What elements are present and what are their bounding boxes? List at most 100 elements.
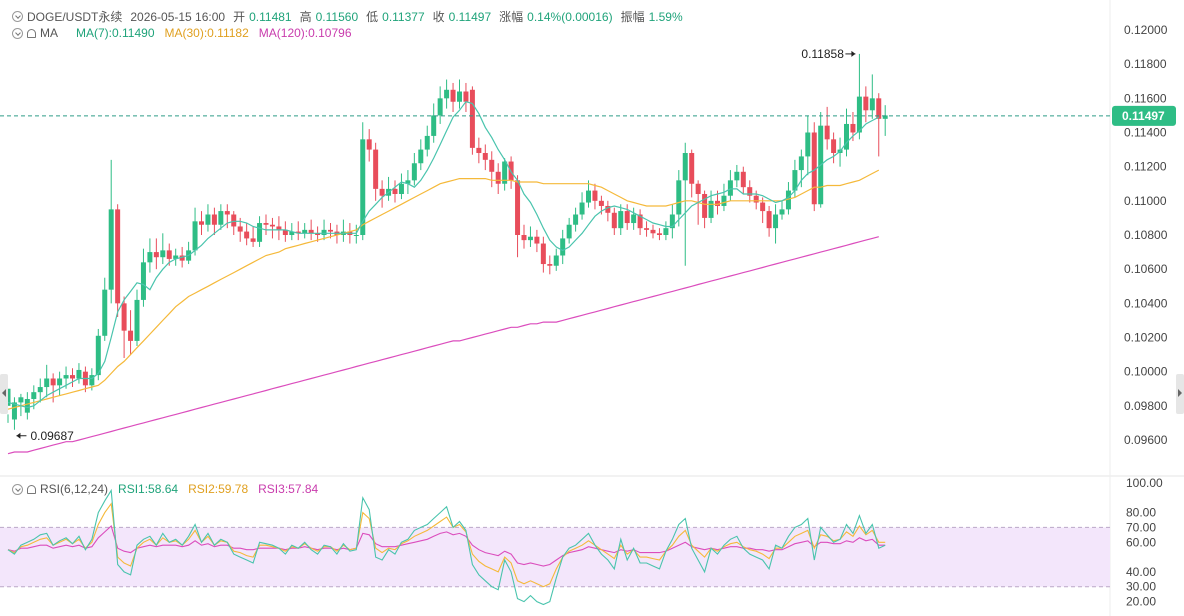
candle-body — [489, 159, 495, 172]
candle-body — [676, 180, 682, 215]
ma30-line — [7, 169, 880, 410]
datetime-label: 2026-05-15 16:00 — [130, 9, 226, 24]
candle-body — [179, 255, 185, 261]
candle-body — [702, 194, 708, 218]
candle-body — [779, 209, 785, 215]
rsi-tick-label: 80.00 — [1126, 506, 1156, 520]
candle-body — [11, 402, 17, 420]
candle-body — [76, 369, 82, 379]
rsi2-legend: RSI2:59.78 — [188, 482, 249, 496]
candle-body — [753, 195, 759, 203]
header-info: DOGE/USDT永续 2026-05-15 16:00 开 0.11481 高… — [12, 8, 683, 25]
candle-body — [773, 214, 779, 229]
close-label: 收 — [432, 10, 445, 24]
rsi-tick-label: 70.00 — [1126, 520, 1156, 534]
candle-body — [128, 330, 134, 341]
candle-body — [257, 223, 263, 242]
price-tick-label: 0.09600 — [1124, 433, 1168, 447]
candle-body — [63, 375, 69, 379]
change-label: 涨幅 — [499, 10, 524, 24]
candle-body — [650, 229, 656, 234]
candle-body — [618, 211, 624, 229]
candle-body — [50, 378, 56, 386]
candle-body — [831, 139, 837, 153]
candle-body — [850, 123, 856, 133]
candle-body — [457, 91, 462, 102]
candle-body — [740, 171, 746, 188]
candle-body — [824, 125, 830, 140]
price-tick-label: 0.11000 — [1124, 194, 1167, 208]
candle-body — [424, 135, 430, 150]
candle-body — [218, 211, 224, 225]
candle-body — [689, 153, 695, 184]
candle-body — [24, 399, 30, 413]
candle-body — [366, 139, 372, 150]
price-tick-label: 0.12000 — [1124, 23, 1168, 37]
candle-body — [44, 378, 50, 388]
price-tick-label: 0.10800 — [1124, 228, 1168, 242]
rsi-tick-label: 60.00 — [1126, 535, 1156, 549]
candle-body — [476, 147, 482, 153]
price-tick-label: 0.10600 — [1124, 262, 1168, 276]
candle-body — [289, 231, 295, 235]
price-tick-label: 0.11800 — [1124, 57, 1167, 71]
candle-body — [747, 187, 753, 196]
candle-body — [856, 96, 862, 133]
rsi-band — [0, 527, 1110, 587]
ma7-line — [7, 101, 880, 409]
candle-body — [624, 211, 630, 224]
candle-body — [798, 156, 804, 171]
ma-collapse-chevron-icon[interactable] — [12, 27, 23, 39]
rsi-bell-icon[interactable] — [27, 484, 36, 494]
candle-body — [727, 180, 733, 196]
candle-body — [715, 200, 720, 206]
rsi2-line — [7, 502, 886, 588]
low-annotation-arrowhead — [16, 432, 21, 439]
candle-body — [328, 229, 333, 232]
rsi-collapse-chevron-icon[interactable] — [12, 483, 23, 495]
candle-body — [869, 98, 875, 111]
price-tick-label: 0.09800 — [1124, 399, 1168, 413]
candle-body — [863, 96, 869, 111]
rsi-tick-label: 20.00 — [1126, 595, 1156, 609]
rsi3-line — [7, 524, 886, 567]
candle-body — [515, 180, 521, 235]
candle-body — [398, 183, 404, 194]
candle-body — [18, 397, 24, 403]
bell-icon[interactable] — [27, 28, 36, 38]
low-value: 0.11377 — [382, 9, 425, 24]
price-tick-label: 0.10200 — [1124, 331, 1168, 345]
rsi1-legend: RSI1:58.64 — [118, 482, 179, 496]
high-label: 高 — [299, 10, 312, 24]
price-tick-label: 0.11600 — [1124, 91, 1167, 105]
price-tick-label: 0.11400 — [1124, 126, 1167, 140]
candle-body — [321, 229, 327, 235]
amplitude-label: 振幅 — [620, 10, 645, 24]
candle-body — [844, 123, 849, 150]
right-collapse-handle[interactable] — [1176, 374, 1184, 414]
candle-body — [231, 214, 237, 227]
candle-body — [708, 200, 714, 218]
candle-body — [57, 378, 63, 386]
ma-legend: MA MA(7):0.11490 MA(30):0.11182 MA(120):… — [12, 26, 352, 40]
change-value: 0.14%(0.00016) — [527, 9, 613, 24]
candle-body — [631, 214, 637, 224]
candle-body — [560, 238, 566, 256]
candle-body — [598, 200, 604, 206]
collapse-chevron-icon[interactable] — [12, 11, 23, 22]
candle-body — [295, 231, 301, 234]
candle-body — [437, 98, 443, 116]
candle-body — [611, 212, 617, 229]
candle-body — [547, 264, 553, 266]
candle-body — [250, 238, 256, 242]
left-collapse-handle[interactable] — [0, 374, 8, 414]
candle-body — [876, 98, 882, 119]
candle-body — [502, 161, 508, 184]
candle-body — [760, 202, 766, 212]
price-tick-label: 0.11200 — [1124, 160, 1167, 174]
candle-body — [134, 299, 140, 341]
candle-body — [534, 236, 540, 244]
candle-body — [656, 233, 662, 235]
candle-body — [147, 252, 153, 263]
